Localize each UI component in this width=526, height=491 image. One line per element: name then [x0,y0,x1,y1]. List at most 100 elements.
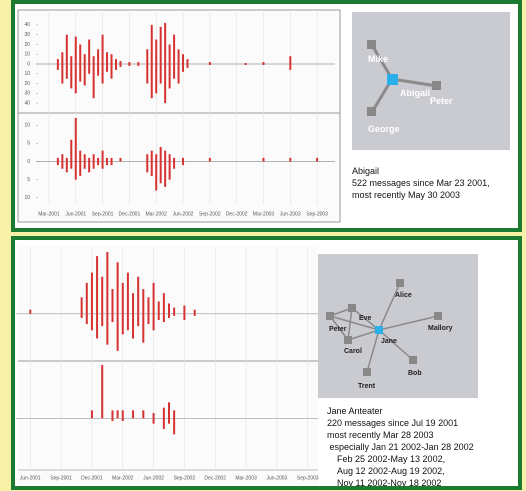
y-tick-label: 10 [24,123,30,129]
bar-down [114,64,117,70]
info-line: most recently Mar 28 2003 [327,430,434,440]
bar-up [90,410,93,419]
info-line: Jane Anteater [327,406,383,416]
bar-down [159,64,162,84]
y-tick-label: 30 [24,91,30,97]
bar-down [83,161,86,169]
y-tick-label: 20 [24,81,30,87]
bar-down [155,161,158,191]
bar-down [168,161,171,180]
bar-up [61,154,64,162]
bar-down [56,161,59,166]
bar-down [97,64,100,76]
bar-up [121,282,124,314]
bar-down [106,161,109,166]
info-line: most recently May 30 2003 [352,190,460,200]
y-tick-label: 10 [24,71,30,77]
bar-up [110,157,113,162]
bar-up [110,54,113,64]
bar-up [316,157,319,162]
node-label: Alice [395,292,412,299]
bar-down [193,313,196,316]
bar-down [97,161,100,166]
y-tick-label: 5 [27,177,30,183]
bar-down [79,64,82,82]
node [344,336,352,344]
node-label: Peter [329,326,347,333]
bar-up [262,157,265,162]
bar-down [88,64,91,74]
bar-up [147,297,150,314]
bar-down [168,64,171,89]
y-tick-label: 40 [24,100,30,106]
bar-up [182,54,185,64]
y-tick-label: 40 [24,22,30,28]
x-tick-label: Jun-2002 [143,475,164,481]
bar-up [29,309,32,314]
bar-up [289,56,292,64]
bar-down [85,313,88,325]
bar-up [106,157,109,162]
bar-up [70,139,73,162]
edge [347,329,380,341]
node-label: Abigail [400,88,430,98]
bar-up [142,289,145,314]
bar-up [65,34,68,64]
bar-down [146,64,149,84]
bar-down [132,313,135,339]
bar-up [56,59,59,64]
x-tick-label: Jun-2001 [65,211,86,217]
bar-up [101,34,104,64]
bar-down [168,313,170,318]
network-box [352,12,510,150]
bar-up [150,24,153,64]
edge [378,315,439,331]
bar-up [193,309,196,314]
bar-down [110,64,113,79]
bar-down [65,64,68,79]
bar-up [155,39,158,64]
bar-down [79,161,82,176]
bar-up [96,256,99,314]
bar-down [116,313,119,351]
node-label: Mallory [428,325,453,332]
bar-up [70,56,73,64]
node-label: Jane [381,338,397,345]
bar-up [152,413,155,419]
bar-up [168,154,171,162]
y-tick-label: 30 [24,32,30,38]
bar-up [79,150,82,162]
y-tick-label: 5 [27,141,30,147]
x-tick-label: Sep-2002 [174,475,196,481]
bar-down [182,64,185,72]
bar-down [152,418,155,424]
info-line: Feb 25 2002-May 13 2002, [337,454,445,464]
bar-down [142,313,145,343]
bar-down [126,313,129,331]
bar-down [74,64,77,94]
bar-up [92,56,95,64]
bar-up [152,282,155,314]
bar-down [146,161,149,173]
node-label: Peter [430,96,453,106]
node-label: Mike [368,54,388,64]
bar-up [159,147,162,162]
bar-down [137,64,140,66]
x-tick-label: Dec-2002 [226,211,248,217]
bar-up [168,44,171,64]
bar-down [101,313,104,327]
bar-up [137,276,140,314]
edge [391,77,438,88]
bar-up [164,150,167,162]
bar-up [146,154,149,162]
bar-down [92,64,95,99]
bar-up [186,59,189,64]
bar-up [88,157,91,162]
bar-up [173,157,176,162]
bar-down [88,161,91,173]
bar-down [173,161,176,169]
bar-down [173,64,176,79]
bar-down [70,64,73,89]
edge [366,329,380,373]
bar-down [168,418,170,424]
